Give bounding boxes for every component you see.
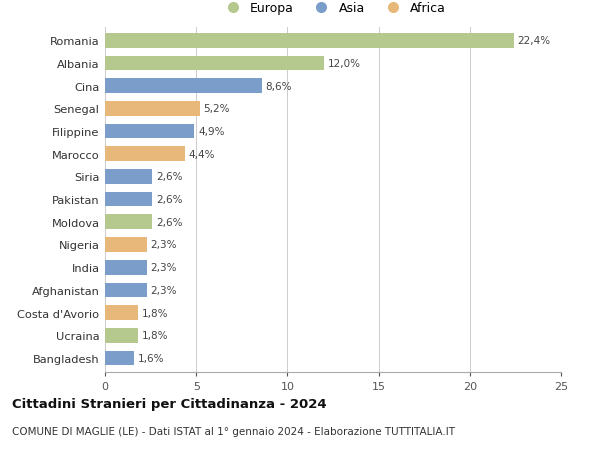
- Text: 1,6%: 1,6%: [138, 353, 164, 363]
- Text: 12,0%: 12,0%: [328, 59, 361, 69]
- Text: Cittadini Stranieri per Cittadinanza - 2024: Cittadini Stranieri per Cittadinanza - 2…: [12, 397, 326, 410]
- Bar: [105, 79, 262, 94]
- Bar: [105, 260, 147, 275]
- Legend: Europa, Asia, Africa: Europa, Asia, Africa: [218, 0, 449, 18]
- Bar: [105, 351, 134, 365]
- Text: 1,8%: 1,8%: [142, 308, 168, 318]
- Text: 22,4%: 22,4%: [517, 36, 550, 46]
- Text: 4,9%: 4,9%: [198, 127, 224, 137]
- Bar: [105, 283, 147, 297]
- Text: 8,6%: 8,6%: [266, 81, 292, 91]
- Bar: [105, 170, 152, 185]
- Bar: [105, 147, 185, 162]
- Text: 1,8%: 1,8%: [142, 330, 168, 341]
- Bar: [105, 124, 194, 139]
- Bar: [105, 192, 152, 207]
- Text: 2,3%: 2,3%: [151, 240, 177, 250]
- Bar: [105, 238, 147, 252]
- Bar: [105, 306, 138, 320]
- Text: 2,6%: 2,6%: [156, 172, 182, 182]
- Text: 4,4%: 4,4%: [189, 149, 215, 159]
- Text: 2,3%: 2,3%: [151, 285, 177, 295]
- Bar: [105, 102, 200, 117]
- Text: 2,6%: 2,6%: [156, 217, 182, 227]
- Bar: [105, 328, 138, 343]
- Text: 2,6%: 2,6%: [156, 195, 182, 205]
- Bar: [105, 34, 514, 49]
- Text: 5,2%: 5,2%: [203, 104, 230, 114]
- Bar: [105, 215, 152, 230]
- Text: COMUNE DI MAGLIE (LE) - Dati ISTAT al 1° gennaio 2024 - Elaborazione TUTTITALIA.: COMUNE DI MAGLIE (LE) - Dati ISTAT al 1°…: [12, 426, 455, 436]
- Text: 2,3%: 2,3%: [151, 263, 177, 273]
- Bar: [105, 56, 324, 71]
